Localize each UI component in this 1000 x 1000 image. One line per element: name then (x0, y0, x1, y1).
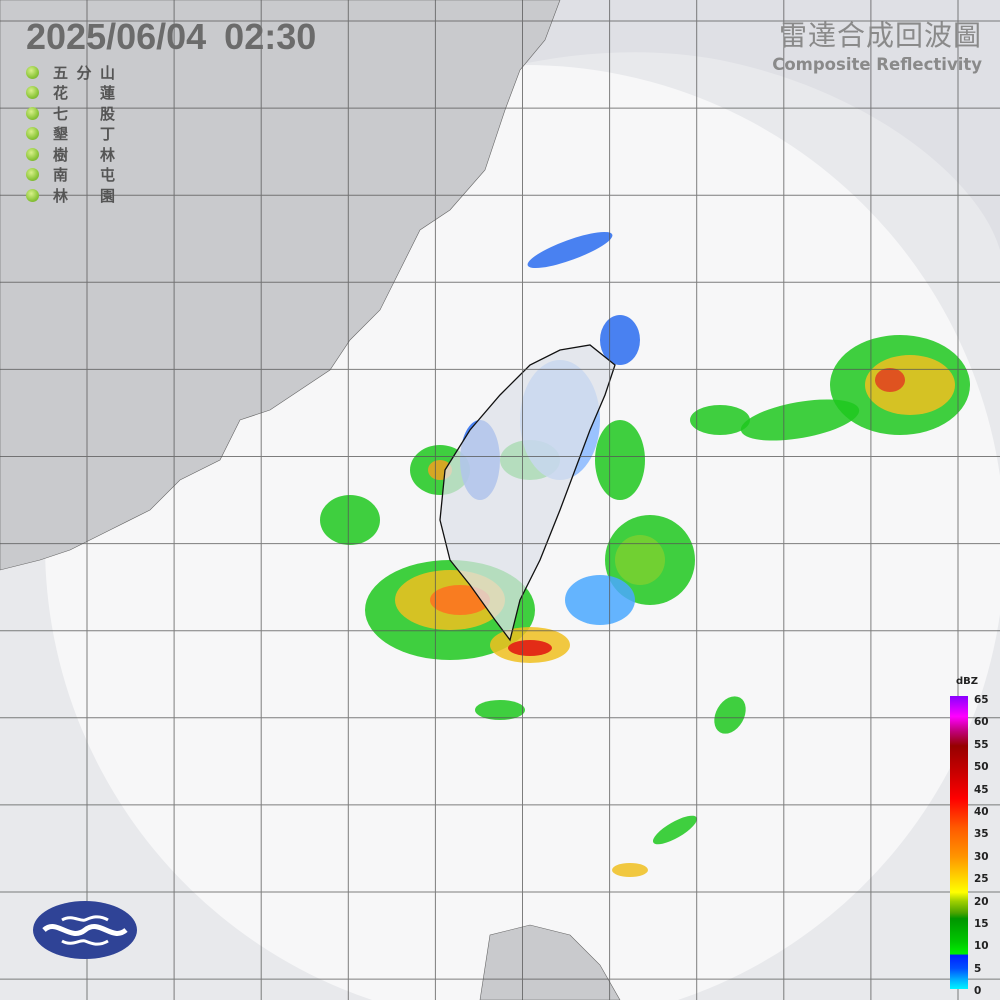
station-name: 七 股 (53, 103, 115, 124)
radar-echo (875, 368, 905, 392)
station-name-char: 林 (53, 186, 69, 205)
radar-station: 南 屯 (26, 165, 115, 186)
station-name-char: 蓮 (99, 84, 115, 103)
radar-echo (652, 815, 698, 845)
radar-station: 花 蓮 (26, 83, 115, 104)
station-name-char: 五 (53, 63, 69, 82)
station-dot-icon (26, 127, 39, 141)
legend-tick: 35 (974, 828, 989, 841)
product-title-zh: 雷達合成回波圖 (778, 19, 982, 52)
legend-tick: 20 (974, 895, 989, 908)
radar-station: 墾 丁 (26, 124, 115, 145)
station-dot-icon (26, 106, 39, 120)
radar-echo (475, 700, 525, 720)
station-dot-icon (26, 86, 39, 100)
legend-tick: 60 (974, 716, 989, 729)
radar-echo (595, 420, 645, 500)
legend-unit: dBZ (956, 676, 979, 687)
legend-colorbar (950, 696, 968, 989)
station-name-char: 分 (76, 63, 92, 82)
station-name: 墾 丁 (53, 123, 115, 144)
philippines-coast (479, 924, 621, 1000)
station-name-char: 園 (99, 186, 115, 205)
cwa-logo (33, 901, 137, 959)
legend-tick: 55 (974, 738, 989, 751)
station-name-char: 山 (99, 63, 115, 82)
dbz-legend: dBZ 65 60 55 50 45 40 35 30 25 20 15 10 5 0 (946, 676, 1000, 1000)
station-name: 南 屯 (53, 164, 115, 185)
legend-tick: 5 (974, 962, 982, 975)
taiwan (439, 344, 616, 642)
station-dot-icon (26, 188, 39, 202)
legend-tick: 0 (974, 985, 982, 998)
radar-echo (612, 863, 648, 877)
legend-tick: 50 (974, 761, 989, 774)
radar-echo (320, 495, 380, 545)
radar-echo (565, 575, 635, 625)
station-name: 林 園 (53, 185, 115, 206)
station-name-char: 丁 (99, 125, 115, 144)
product-title: 雷達合成回波圖 Composite Reflectivity (772, 14, 982, 74)
radar-station-list: 五 分 山 花 蓮 七 股 墾 丁 樹 林 南 屯 林 園 (26, 62, 115, 206)
legend-tick: 30 (974, 850, 989, 863)
station-name-char: 墾 (53, 125, 69, 144)
china-coast (0, 0, 561, 571)
station-name-char: 花 (53, 84, 69, 103)
station-name-char: 林 (99, 145, 115, 164)
station-name-char: 樹 (53, 145, 69, 164)
radar-echo (508, 640, 552, 656)
radar-echo (740, 399, 860, 441)
legend-tick: 40 (974, 806, 989, 818)
station-name-char: 南 (53, 166, 69, 185)
station-name: 五 分 山 (53, 62, 115, 83)
radar-echo (615, 535, 665, 585)
legend-tick: 65 (974, 694, 989, 706)
station-name-char: 股 (99, 104, 115, 123)
radar-echo (527, 231, 613, 269)
radar-station: 林 園 (26, 185, 115, 206)
radar-station: 七 股 (26, 103, 115, 124)
station-name: 花 蓮 (53, 82, 115, 103)
legend-tick: 10 (974, 940, 989, 953)
radar-station: 樹 林 (26, 144, 115, 165)
station-name-char: 七 (53, 104, 69, 123)
legend-tick: 45 (974, 783, 989, 796)
legend-tick: 15 (974, 918, 989, 930)
radar-echo (714, 696, 746, 734)
station-name: 樹 林 (53, 144, 115, 165)
legend-tick: 25 (974, 873, 989, 886)
product-title-en: Composite Reflectivity (772, 55, 982, 74)
radar-datetime: 2025/06/04 02:30 (26, 16, 317, 57)
station-dot-icon (26, 168, 39, 182)
radar-station: 五 分 山 (26, 62, 115, 83)
station-name-char: 屯 (99, 166, 115, 185)
station-dot-icon (26, 65, 39, 79)
station-dot-icon (26, 147, 39, 161)
radar-echo (690, 405, 750, 435)
